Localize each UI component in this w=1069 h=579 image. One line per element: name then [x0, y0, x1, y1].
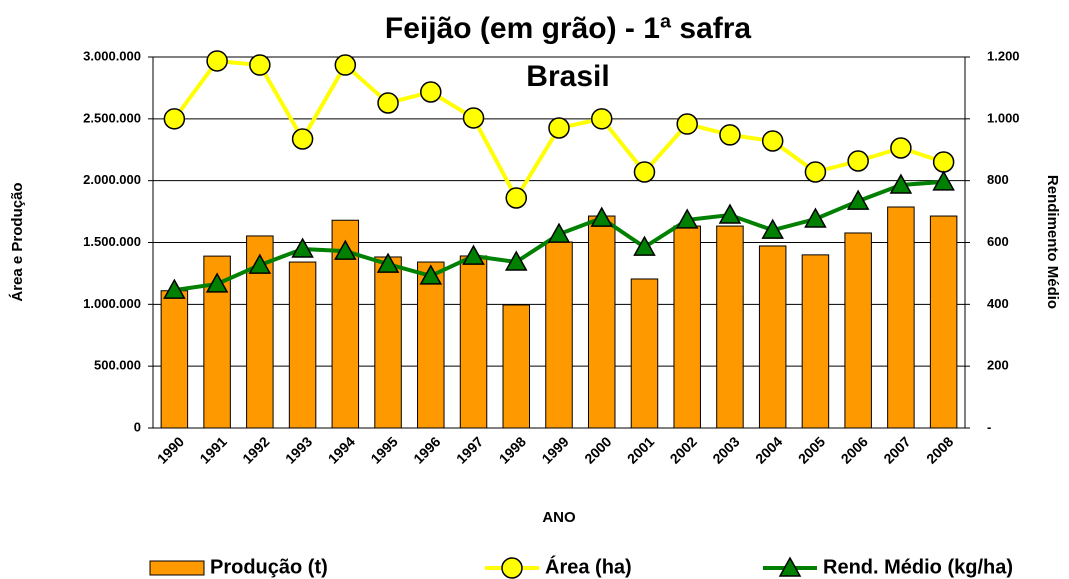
x-tick-label: 2003: [709, 433, 742, 466]
bar: [160, 290, 189, 429]
marker: [462, 107, 485, 129]
x-tick-label: 2001: [624, 433, 657, 466]
bar: [587, 215, 616, 429]
marker: [334, 54, 357, 76]
y2-tick-label: 600: [987, 234, 1009, 249]
y2-tick-label: -: [987, 419, 991, 434]
x-tick-label: 2008: [923, 433, 956, 466]
marker: [675, 208, 699, 229]
y2-tick-label: 1.000: [987, 110, 1020, 125]
marker: [676, 113, 698, 135]
y-tick-label: 500.000: [94, 358, 141, 373]
marker: [804, 207, 827, 228]
y-tick-label: 3.000.000: [83, 48, 141, 63]
chart-title: Feijão (em grão) - 1ª safra: [385, 12, 752, 45]
marker: [420, 81, 442, 103]
marker: [932, 151, 955, 173]
marker: [761, 130, 784, 152]
bar: [459, 255, 488, 429]
bar: [374, 256, 402, 429]
x-tick-label: 1997: [453, 433, 486, 466]
x-tick-label: 2006: [838, 433, 871, 466]
marker: [419, 264, 443, 285]
marker: [291, 128, 314, 150]
legend-label: Área (ha): [545, 555, 632, 578]
x-tick-label: 1998: [496, 433, 529, 466]
bar: [502, 304, 531, 429]
y2-tick-label: 400: [987, 296, 1009, 311]
marker: [501, 557, 523, 579]
marker: [205, 272, 229, 293]
x-tick-label: 2004: [752, 433, 785, 466]
marker: [376, 252, 400, 273]
x-tick-label: 1992: [239, 433, 272, 466]
y-tick-label: 2.500.000: [83, 110, 141, 125]
x-tick-label: 1996: [410, 433, 443, 466]
bar: [673, 225, 701, 429]
x-tick-label: 2000: [581, 433, 614, 466]
x-tick-label: 1991: [197, 433, 230, 466]
chart-subtitle: Brasil: [526, 60, 609, 93]
marker: [334, 239, 357, 260]
bar: [801, 254, 830, 429]
y-axis-label: Área e Produção: [9, 182, 26, 301]
x-tick-label: 1993: [282, 433, 315, 466]
bar: [844, 232, 872, 429]
y2-tick-label: 1.200: [987, 48, 1020, 63]
marker: [846, 189, 870, 210]
marker: [718, 203, 742, 224]
y2-tick-label: 200: [987, 358, 1009, 373]
marker: [590, 108, 613, 130]
bar: [630, 278, 659, 429]
marker: [377, 92, 399, 114]
y2-axis-label: Rendimento Médio: [1044, 175, 1061, 309]
marker: [249, 54, 271, 76]
x-tick-label: 2005: [795, 433, 828, 466]
x-tick-label: 1994: [325, 433, 358, 466]
marker: [206, 50, 228, 72]
marker: [504, 250, 528, 271]
x-tick-label: 2007: [880, 433, 913, 466]
marker: [633, 161, 656, 183]
marker: [761, 218, 784, 239]
bar: [716, 225, 744, 429]
marker: [163, 278, 186, 299]
marker: [890, 137, 912, 159]
marker: [505, 187, 528, 209]
legend-swatch: [149, 560, 205, 576]
x-tick-label: 2002: [667, 433, 700, 466]
y-tick-label: 2.000.000: [83, 172, 141, 187]
x-tick-label: 1995: [367, 433, 400, 466]
marker: [548, 117, 570, 139]
y-tick-label: 1.000.000: [83, 296, 141, 311]
marker: [248, 253, 272, 274]
x-axis-label: ANO: [542, 509, 576, 526]
y2-tick-label: 800: [987, 172, 1009, 187]
marker: [590, 206, 614, 227]
x-tick-label: 1990: [154, 433, 187, 466]
marker: [291, 237, 314, 258]
legend-label: Rend. Médio (kg/ha): [823, 556, 1013, 578]
bar: [288, 261, 317, 429]
x-tick-label: 1999: [538, 433, 571, 466]
y-tick-label: 0: [134, 419, 141, 434]
bar: [417, 261, 445, 429]
marker: [932, 170, 955, 191]
legend-label: Produção (t): [210, 556, 328, 578]
marker: [163, 108, 186, 130]
y-tick-label: 1.500.000: [83, 234, 141, 249]
marker: [804, 161, 827, 183]
bar: [545, 241, 573, 429]
bar: [758, 245, 787, 429]
marker: [778, 556, 802, 577]
marker: [889, 173, 913, 194]
marker: [547, 222, 571, 243]
marker: [847, 150, 869, 172]
bar: [887, 206, 915, 429]
marker: [719, 124, 741, 146]
bar: [929, 215, 958, 429]
marker: [462, 244, 485, 265]
marker: [633, 235, 656, 256]
